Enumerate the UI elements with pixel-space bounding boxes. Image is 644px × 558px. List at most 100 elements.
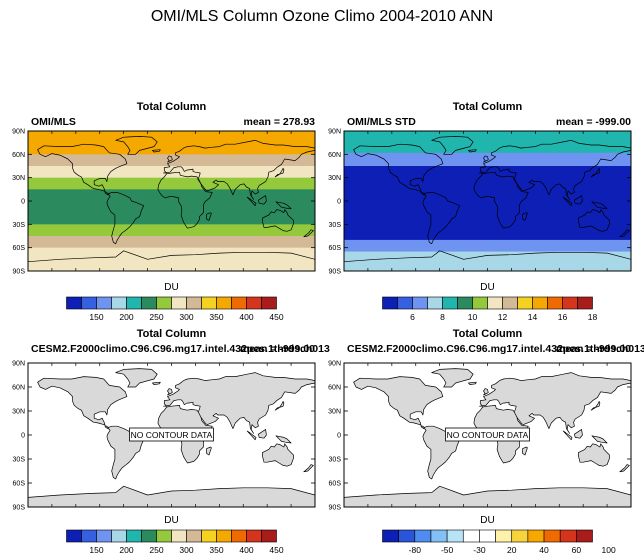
lat-tick-label: 60N <box>328 152 341 159</box>
colorbar-swatch <box>559 529 577 543</box>
colorbar-tick-label: 60 <box>572 545 582 555</box>
coastline <box>303 464 314 473</box>
colorbar-tick-label: 6 <box>410 312 415 322</box>
colorbar-swatch <box>502 296 518 310</box>
map-panel: Total Column CESM2.F2000climo.C96.C96.mg1… <box>328 328 644 555</box>
coastline <box>167 155 173 163</box>
contour-band <box>28 177 315 190</box>
coastline <box>578 209 610 232</box>
coastline <box>562 430 573 441</box>
coastline <box>28 250 315 271</box>
colorbar-tick-label: 250 <box>149 545 163 555</box>
coastline <box>353 376 444 429</box>
colorbar-swatch <box>141 296 157 310</box>
colorbar-swatch <box>479 529 496 543</box>
colorbar-swatch <box>66 529 82 543</box>
panel-left-label: CESM2.F2000climo.C96.C96.mg17.intel.432p… <box>347 343 644 355</box>
colorbar-units: DU <box>480 515 494 526</box>
colorbar-swatch <box>517 296 533 310</box>
colorbar-swatch <box>186 296 202 310</box>
contour-band <box>344 251 631 271</box>
lat-tick-label: 30S <box>13 222 26 229</box>
colorbar-swatch <box>446 529 464 543</box>
coastline <box>591 201 608 210</box>
colorbar-tick-label: 16 <box>558 312 568 322</box>
coastline <box>106 192 144 245</box>
lat-tick-label: 60N <box>12 385 25 392</box>
lat-tick-label: 60S <box>13 481 26 488</box>
colorbar-swatch <box>231 296 247 310</box>
coastline <box>167 388 173 396</box>
coastline <box>37 143 128 196</box>
lat-tick-label: 60N <box>328 385 341 392</box>
contour-band <box>344 166 631 241</box>
coastline <box>206 446 212 456</box>
colorbar-swatch <box>216 296 232 310</box>
colorbar-swatch <box>111 529 127 543</box>
colorbar-tick-label: 200 <box>119 545 133 555</box>
coastline <box>28 485 315 507</box>
lat-tick-label: 30N <box>328 175 341 182</box>
coastline <box>258 195 267 205</box>
colorbar-tick-label: 350 <box>209 545 223 555</box>
colorbar-swatch <box>532 296 548 310</box>
colorbar-tick-label: 100 <box>602 545 616 555</box>
colorbar-swatch <box>511 529 529 543</box>
colorbar-swatch <box>216 529 232 543</box>
coastline <box>483 388 489 396</box>
colorbar-swatch <box>81 529 97 543</box>
colorbar-swatch <box>427 296 443 310</box>
colorbar-swatch <box>577 296 593 310</box>
contour-band <box>344 131 631 154</box>
coastline <box>163 372 315 434</box>
map-area <box>344 131 631 271</box>
colorbar-tick-label: 18 <box>588 312 598 322</box>
panel-title: Total Column <box>453 328 523 340</box>
lat-tick-label: 0 <box>21 199 25 206</box>
colorbar-swatch <box>382 529 399 543</box>
lat-tick-label: 0 <box>21 433 25 440</box>
colorbar-swatch <box>66 296 82 310</box>
panel-left-label: OMI/MLS <box>31 116 76 128</box>
coastline <box>522 212 528 221</box>
colorbar-swatch <box>186 529 202 543</box>
coastline <box>578 443 610 467</box>
colorbar-swatch <box>126 529 142 543</box>
colorbar-tick-label: 10 <box>468 312 478 322</box>
panel-title: Total Column <box>137 101 207 113</box>
no-data-box <box>445 427 530 442</box>
colorbar-swatch <box>414 529 432 543</box>
lat-tick-label: 30N <box>12 409 25 416</box>
lat-tick-label: 90S <box>13 269 26 276</box>
contour-band <box>28 259 315 271</box>
lat-tick-label: 30S <box>329 222 342 229</box>
lat-tick-label: 90N <box>12 129 25 136</box>
colorbar-swatch <box>201 529 217 543</box>
colorbar-tick-label: 400 <box>239 312 253 322</box>
colorbar-swatch <box>171 529 187 543</box>
panel-mean-label: mean = -999.00 <box>556 116 631 128</box>
colorbar-swatch <box>382 296 398 310</box>
colorbar-swatch <box>96 296 112 310</box>
colorbar-tick-label: 300 <box>179 312 193 322</box>
coastline <box>262 443 294 467</box>
contour-band <box>344 239 631 253</box>
colorbar-swatch <box>397 296 413 310</box>
contour-band <box>28 212 315 225</box>
coastline <box>353 143 444 196</box>
no-data-box <box>129 427 214 442</box>
colorbar-tick-label: 14 <box>528 312 538 322</box>
colorbar-tick-label: 12 <box>498 312 508 322</box>
coastline <box>275 435 292 444</box>
colorbar-swatch <box>462 529 480 543</box>
lat-tick-label: 30S <box>13 457 26 464</box>
colorbar-swatch <box>231 529 247 543</box>
colorbar-tick-label: 20 <box>507 545 517 555</box>
panel-mean-label: mean = 278.93 <box>243 116 315 128</box>
coastline <box>152 381 161 385</box>
colorbar-swatch <box>543 529 561 543</box>
colorbar-swatch <box>547 296 563 310</box>
colorbar-swatch <box>261 529 277 543</box>
colorbar-swatch <box>201 296 217 310</box>
coastline <box>431 136 474 155</box>
